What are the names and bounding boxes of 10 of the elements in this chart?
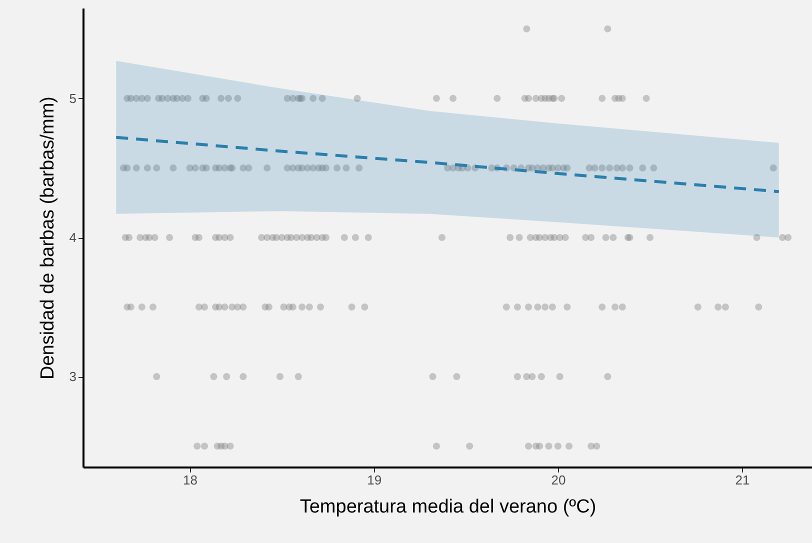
x-axis-title: Temperatura media del verano (ºC) (300, 496, 596, 518)
x-tick-label: 21 (735, 472, 750, 488)
y-tick-label: 4 (69, 230, 76, 245)
x-tick-label: 19 (367, 472, 382, 488)
x-tick-label: 18 (183, 472, 198, 488)
x-tick-label: 20 (551, 472, 566, 488)
line-series (114, 136, 780, 194)
y-tick-label: 5 (69, 90, 76, 106)
y-axis-title: Densidad de barbas (barbas/mm) (37, 96, 58, 380)
y-tick-label: 3 (69, 369, 76, 384)
